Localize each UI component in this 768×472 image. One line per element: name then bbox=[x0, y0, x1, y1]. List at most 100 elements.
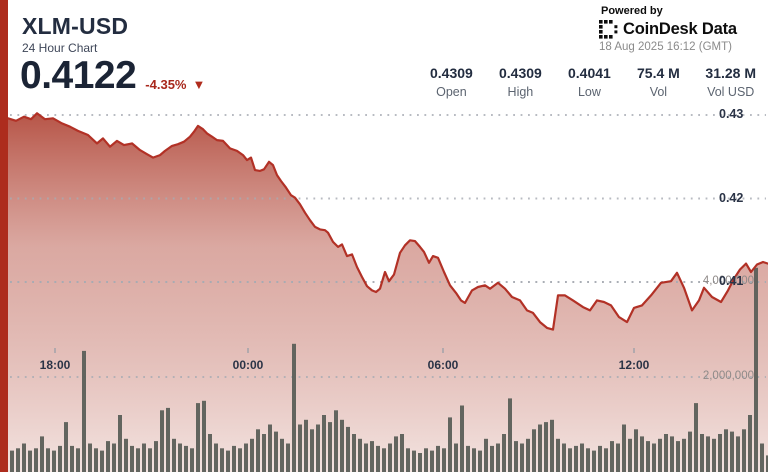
volume-bar bbox=[34, 448, 38, 472]
volume-bar bbox=[148, 448, 152, 472]
volume-bar bbox=[76, 448, 80, 472]
volume-bar bbox=[178, 443, 182, 472]
volume-bar bbox=[412, 450, 416, 472]
volume-bar bbox=[442, 448, 446, 472]
volume-bar bbox=[268, 424, 272, 472]
volume-bar bbox=[130, 445, 134, 472]
volume-bar bbox=[298, 424, 302, 472]
volume-bar bbox=[544, 422, 548, 472]
volume-bar bbox=[532, 429, 536, 472]
volume-bar bbox=[226, 450, 230, 472]
volume-bar bbox=[262, 434, 266, 472]
volume-bar bbox=[460, 405, 464, 472]
volume-bar bbox=[700, 434, 704, 472]
volume-bar bbox=[118, 415, 122, 472]
volume-bar bbox=[568, 448, 572, 472]
chart-subtitle: 24 Hour Chart bbox=[22, 41, 98, 56]
coindesk-logo-icon bbox=[599, 20, 618, 39]
volume-bar bbox=[364, 443, 368, 472]
volume-bar bbox=[58, 445, 62, 472]
volume-bar bbox=[496, 443, 500, 472]
price-area-fill bbox=[8, 113, 768, 472]
volume-bar bbox=[184, 445, 188, 472]
volume-bar bbox=[328, 422, 332, 472]
volume-bar bbox=[712, 438, 716, 472]
volume-bar bbox=[40, 436, 44, 472]
volume-bar bbox=[310, 429, 314, 472]
down-triangle-icon: ▼ bbox=[192, 77, 206, 92]
volume-bar bbox=[274, 431, 278, 472]
ohlc-stats-row: 0.4309 Open 0.4309 High 0.4041 Low 75.4 … bbox=[429, 65, 756, 99]
volume-bar bbox=[550, 419, 554, 472]
volume-bar bbox=[292, 343, 296, 472]
volume-bar bbox=[424, 448, 428, 472]
volume-bar bbox=[676, 441, 680, 472]
volume-bar bbox=[526, 438, 530, 472]
volume-bar bbox=[352, 434, 356, 472]
price-change: -4.35% ▼ bbox=[145, 77, 205, 95]
powered-by-block: Powered by CoinDesk Data 18 Aug 2025 16:… bbox=[599, 5, 757, 53]
stat-label: Vol USD bbox=[707, 85, 755, 99]
volume-bar bbox=[742, 429, 746, 472]
volume-bar bbox=[70, 445, 74, 472]
volume-bar bbox=[46, 448, 50, 472]
stat-value: 0.4041 bbox=[567, 65, 611, 81]
volume-bar bbox=[682, 438, 686, 472]
volume-bar bbox=[190, 448, 194, 472]
volume-bar bbox=[88, 443, 92, 472]
volume-bar bbox=[112, 443, 116, 472]
volume-bar bbox=[502, 434, 506, 472]
volume-bar bbox=[388, 443, 392, 472]
volume-bar bbox=[334, 410, 338, 472]
volume-bar bbox=[166, 407, 170, 472]
volume-bar bbox=[400, 434, 404, 472]
volume-bar bbox=[580, 443, 584, 472]
stat-high: 0.4309 High bbox=[498, 65, 542, 99]
header: XLM-USD 24 Hour Chart bbox=[22, 14, 128, 55]
volume-bar bbox=[430, 450, 434, 472]
volume-bar bbox=[142, 443, 146, 472]
volume-bar bbox=[136, 448, 140, 472]
volume-bar bbox=[286, 443, 290, 472]
volume-bar bbox=[244, 443, 248, 472]
volume-bar bbox=[730, 431, 734, 472]
volume-bar bbox=[340, 419, 344, 472]
volume-bar bbox=[472, 448, 476, 472]
volume-bar bbox=[640, 436, 644, 472]
volume-bar bbox=[10, 450, 14, 472]
volume-bar bbox=[484, 438, 488, 472]
volume-bar bbox=[652, 443, 656, 472]
volume-bar bbox=[82, 350, 86, 472]
stat-value: 75.4 M bbox=[637, 65, 680, 81]
volume-bar bbox=[454, 443, 458, 472]
left-accent-stripe bbox=[0, 0, 8, 472]
stat-value: 0.4309 bbox=[498, 65, 542, 81]
volume-bar bbox=[316, 424, 320, 472]
stat-label: Open bbox=[436, 85, 467, 99]
volume-bar bbox=[646, 441, 650, 472]
stat-volume: 75.4 M Vol bbox=[636, 65, 680, 99]
volume-bar bbox=[394, 436, 398, 472]
volume-bar bbox=[658, 438, 662, 472]
volume-bar bbox=[736, 436, 740, 472]
chart-timestamp: 18 Aug 2025 16:12 (GMT) bbox=[599, 41, 732, 53]
volume-bar bbox=[664, 434, 668, 472]
volume-bar bbox=[106, 441, 110, 472]
volume-bar bbox=[598, 445, 602, 472]
volume-bar bbox=[670, 436, 674, 472]
volume-bar bbox=[280, 438, 284, 472]
volume-bar bbox=[622, 424, 626, 472]
change-percent: -4.35% bbox=[145, 77, 187, 92]
volume-bar bbox=[688, 431, 692, 472]
current-price: 0.4122 bbox=[20, 54, 137, 97]
volume-bar bbox=[628, 438, 632, 472]
stat-label: High bbox=[507, 85, 534, 99]
volume-bar bbox=[28, 450, 32, 472]
volume-bar bbox=[52, 450, 56, 472]
coindesk-brand-text: CoinDesk Data bbox=[623, 20, 737, 38]
volume-bar bbox=[214, 443, 218, 472]
volume-bar bbox=[718, 434, 722, 472]
volume-bar bbox=[490, 445, 494, 472]
